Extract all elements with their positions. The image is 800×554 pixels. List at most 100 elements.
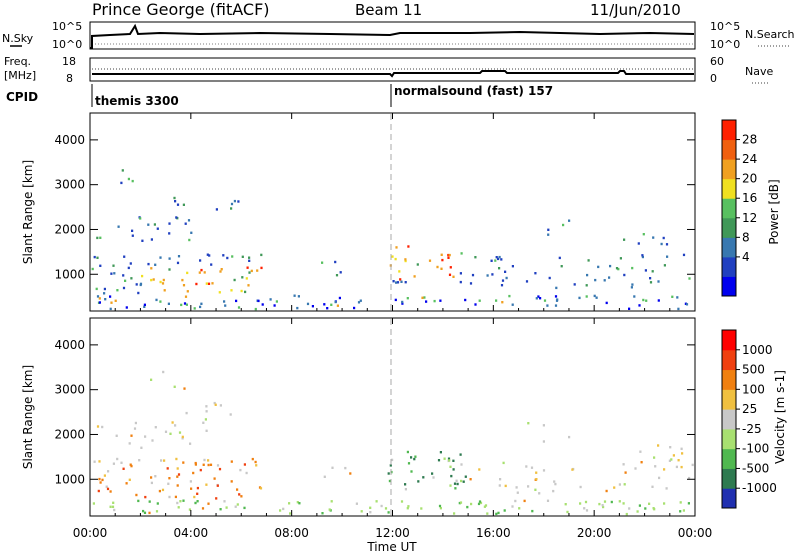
nsearch-tick-top: 10^5 <box>710 20 740 33</box>
heatmap-cell <box>360 510 363 513</box>
heatmap-cell <box>205 429 208 432</box>
heatmap-cell <box>213 477 216 480</box>
heatmap-cell <box>508 294 511 298</box>
heatmap-cell <box>176 484 179 487</box>
heatmap-cell <box>628 307 631 310</box>
heatmap-cell <box>675 465 678 469</box>
heatmap-cell <box>478 468 481 471</box>
heatmap-cell <box>216 464 220 467</box>
colorbar-frame <box>721 329 737 509</box>
heatmap-cell <box>454 487 457 490</box>
colorbar-swatch <box>722 178 736 199</box>
heatmap-cell <box>585 509 589 512</box>
velocity-plot-frame <box>89 317 696 517</box>
heatmap-cell <box>657 444 660 447</box>
freq-tick-bottom: 8 <box>66 72 73 85</box>
heatmap-cell <box>554 482 557 486</box>
heatmap-cell <box>198 271 201 274</box>
heatmap-cell <box>568 435 571 439</box>
colorbar-swatch <box>722 389 736 410</box>
heatmap-cell <box>625 512 628 516</box>
heatmap-cell <box>122 286 126 290</box>
heatmap-cell <box>631 266 634 270</box>
heatmap-cell <box>504 484 507 488</box>
heatmap-cell <box>150 378 153 381</box>
heatmap-cell <box>623 273 626 277</box>
heatmap-cell <box>97 489 100 493</box>
heatmap-cell <box>260 266 263 270</box>
heatmap-cell <box>134 421 137 425</box>
heatmap-cell <box>93 255 96 259</box>
heatmap-cell <box>452 275 455 278</box>
heatmap-cell <box>404 259 407 263</box>
heatmap-cell <box>173 196 176 200</box>
heatmap-cell <box>168 222 171 225</box>
x-tick-label: 04:00 <box>174 526 209 540</box>
heatmap-cell <box>135 493 138 497</box>
heatmap-cell <box>180 303 183 307</box>
heatmap-cell <box>406 450 409 454</box>
heatmap-cell <box>230 289 233 292</box>
heatmap-cell <box>644 269 647 272</box>
heatmap-cell <box>605 301 608 305</box>
heatmap-cell <box>437 459 441 462</box>
heatmap-cell <box>230 460 233 463</box>
heatmap-cell <box>306 302 310 306</box>
heatmap-cell <box>236 503 239 506</box>
heatmap-cell <box>422 476 425 479</box>
heatmap-cell <box>483 505 486 508</box>
heatmap-cell <box>460 479 463 483</box>
heatmap-cell <box>394 257 397 261</box>
heatmap-cell <box>186 271 189 275</box>
heatmap-cell <box>585 295 588 298</box>
heatmap-cell <box>682 253 686 257</box>
heatmap-cell <box>184 295 188 298</box>
heatmap-cell <box>168 232 171 235</box>
heatmap-cell <box>182 284 186 287</box>
heatmap-cell <box>182 461 185 464</box>
heatmap-cell <box>665 243 669 246</box>
heatmap-cell <box>155 298 158 302</box>
colorbar-tick-label: 500 <box>742 363 765 377</box>
heatmap-cell <box>202 463 205 466</box>
heatmap-cell <box>515 486 518 489</box>
x-axis-label: Time UT <box>366 540 417 554</box>
heatmap-cell <box>152 278 155 281</box>
heatmap-cell <box>400 500 404 503</box>
heatmap-cell <box>235 299 238 303</box>
heatmap-cell <box>638 504 641 507</box>
heatmap-cell <box>106 487 110 491</box>
cpid-segment-normalsound: normalsound (fast) 157 <box>394 84 553 98</box>
heatmap-cell <box>469 282 473 285</box>
heatmap-cell <box>369 511 372 514</box>
heatmap-cell <box>194 461 197 465</box>
colorbar-tick-label: -100 <box>742 442 769 456</box>
colorbar-tick-label: 1000 <box>742 343 773 357</box>
heatmap-cell <box>423 296 426 299</box>
heatmap-cell <box>130 434 133 437</box>
heatmap-cell <box>298 502 301 505</box>
colorbar-tick-label: 20 <box>742 172 757 186</box>
heatmap-cell <box>160 459 163 462</box>
heatmap-cell <box>654 465 657 468</box>
heatmap-cell <box>568 219 571 222</box>
heatmap-cell <box>178 431 182 434</box>
heatmap-cell <box>220 268 223 271</box>
heatmap-cell <box>663 502 666 505</box>
colorbar-swatch <box>722 428 736 450</box>
heatmap-cell <box>432 476 435 479</box>
heatmap-cell <box>144 495 147 499</box>
heatmap-cell <box>202 421 205 424</box>
heatmap-cell <box>459 272 462 275</box>
heatmap-cell <box>586 273 589 277</box>
heatmap-cell <box>657 299 660 302</box>
heatmap-cell <box>288 502 291 505</box>
heatmap-cell <box>112 462 115 465</box>
velocity-colorbar: 1000 500 100 25 -25 -100 -500 -1000 <box>721 329 777 509</box>
heatmap-cell <box>130 277 133 280</box>
heatmap-cell <box>406 297 409 300</box>
heatmap-cell <box>101 478 104 482</box>
heatmap-cell <box>199 259 202 262</box>
heatmap-cell <box>260 253 263 257</box>
heatmap-cell <box>144 435 147 438</box>
